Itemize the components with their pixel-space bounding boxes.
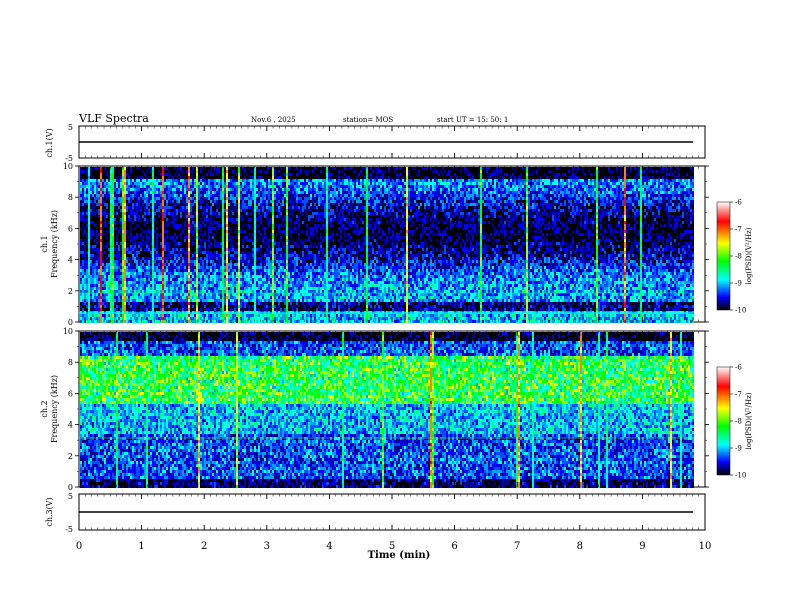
time-tick-label: 10	[699, 541, 712, 552]
ch3-waveform-ylabel: ch.3(V)	[45, 497, 54, 526]
ch1-colorbar-ticks: -6 -7 -8 -9 -10	[730, 199, 746, 315]
ch2-freq-ylabel: Frequency (kHz)	[50, 375, 59, 443]
ch2-channel-label: ch.2	[40, 400, 49, 417]
time-tick-label: 4	[326, 541, 332, 552]
start-time-label: start UT = 15: 50: 1	[437, 116, 508, 124]
ch3-ytick-bottom: -5	[65, 525, 73, 534]
time-tick-label: 8	[577, 541, 583, 552]
ch1-freq-ticks: 0 2 4 6 8 10	[63, 162, 709, 327]
colorbar-tick-label: -9	[735, 280, 742, 288]
colorbar-tick-label: -6	[735, 199, 742, 207]
ch1-waveform-panel: 5 -5 ch.1(V)	[45, 123, 706, 163]
freq-tick-label: 0	[68, 318, 73, 327]
ch2-spectrogram-image	[79, 332, 694, 488]
ch1-ytick-top: 5	[68, 123, 73, 132]
station-label: station= MOS	[343, 116, 393, 124]
ch1-colorbar-label: log(PSD)(V²/Hz)	[745, 227, 753, 284]
freq-tick-label: 8	[68, 358, 73, 367]
freq-tick-label: 6	[68, 224, 73, 233]
freq-tick-label: 6	[68, 389, 73, 398]
colorbar-tick-label: -8	[735, 418, 742, 426]
ch1-ytick-bottom: -5	[65, 154, 73, 163]
colorbar-tick-label: -10	[735, 307, 746, 315]
freq-tick-label: 10	[63, 327, 73, 336]
ch1-colorbar: -6 -7 -8 -9 -10 log(PSD)(V²/Hz)	[716, 199, 753, 315]
ch2-colorbar-gradient	[716, 366, 731, 476]
time-tick-label: 3	[264, 541, 270, 552]
freq-tick-label: 10	[63, 162, 73, 171]
freq-tick-label: 2	[68, 287, 73, 296]
freq-tick-label: 4	[68, 421, 73, 430]
time-tick-label: 7	[514, 541, 520, 552]
ch2-spectrogram-panel: 0 2 4 6 8 10 ch.2 Frequency (kHz)	[40, 327, 709, 492]
time-tick-label: 2	[201, 541, 207, 552]
freq-tick-label: 4	[68, 256, 73, 265]
time-tick-label: 5	[389, 541, 395, 552]
ch3-waveform-panel: 5 -5 ch.3(V)	[45, 492, 706, 534]
freq-tick-label: 2	[68, 452, 73, 461]
colorbar-tick-label: -9	[735, 445, 742, 453]
ch1-channel-label: ch.1	[40, 235, 49, 252]
ch2-freq-ticks: 0 2 4 6 8 10	[63, 327, 709, 492]
ch1-colorbar-gradient	[716, 201, 731, 311]
time-tick-label: 0	[76, 541, 82, 552]
figure-title: VLF Spectra	[78, 112, 149, 125]
time-tick-label: 6	[451, 541, 457, 552]
colorbar-tick-label: -7	[735, 226, 742, 234]
ch1-spectrogram-image	[79, 167, 694, 323]
colorbar-tick-label: -6	[735, 364, 742, 372]
colorbar-tick-label: -7	[735, 391, 742, 399]
freq-tick-label: 8	[68, 193, 73, 202]
time-axis-labels: 0 1 2 3 4 5 6 7 8 9 10	[76, 541, 712, 552]
freq-tick-label: 0	[68, 483, 73, 492]
time-axis-title: Time (min)	[368, 550, 431, 561]
time-axis-ticks	[78, 126, 706, 530]
ch1-waveform-ylabel: ch.1(V)	[45, 128, 54, 157]
colorbar-tick-label: -10	[735, 472, 746, 480]
time-tick-label: 1	[138, 541, 144, 552]
ch1-freq-ylabel: Frequency (kHz)	[50, 210, 59, 278]
ch3-ytick-top: 5	[68, 492, 73, 501]
colorbar-tick-label: -8	[735, 253, 742, 261]
date-label: Nov.6 , 2025	[251, 116, 296, 124]
time-tick-label: 9	[639, 541, 645, 552]
ch2-colorbar-ticks: -6 -7 -8 -9 -10	[730, 364, 746, 480]
ch1-spectrogram-panel: 0 2 4 6 8 10 ch.1 Frequency (kHz)	[40, 162, 709, 327]
ch2-colorbar-label: log(PSD)(V²/Hz)	[745, 392, 753, 449]
ch2-colorbar: -6 -7 -8 -9 -10 log(PSD)(V²/Hz)	[716, 364, 753, 480]
